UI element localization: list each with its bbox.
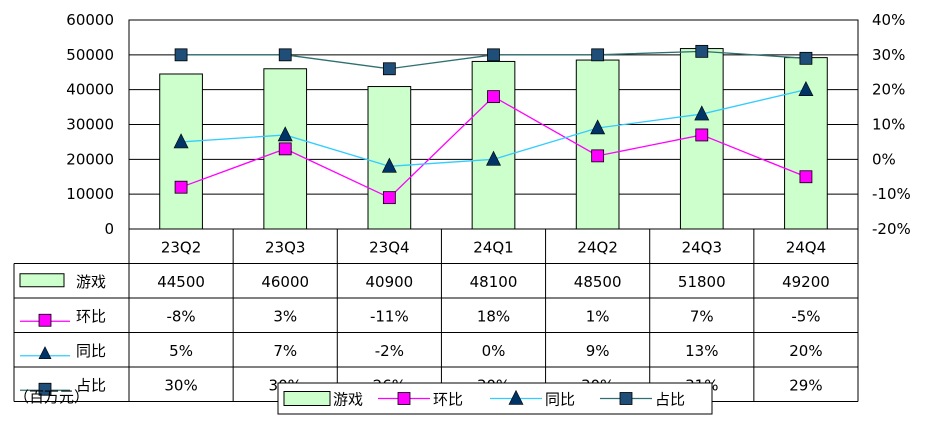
- zhanbi-marker: [591, 48, 605, 62]
- y2-tick-label: -10%: [872, 185, 911, 203]
- bar: [471, 60, 516, 230]
- tongbi-marker: [798, 80, 814, 96]
- table-cell: 7%: [690, 307, 714, 325]
- tongbi-marker: [173, 133, 189, 149]
- legend-key-marker: [508, 389, 524, 405]
- huanbi-marker: [695, 128, 709, 142]
- legend-key-marker: [397, 392, 411, 405]
- table-cell: 48100: [470, 273, 518, 291]
- tongbi-marker: [590, 119, 606, 135]
- huanbi-marker: [487, 90, 500, 104]
- row-label: 游戏: [76, 273, 106, 291]
- y2-tick-label: -20%: [872, 220, 911, 238]
- zhanbi-marker: [799, 51, 813, 65]
- zhanbi-marker: [174, 48, 188, 62]
- table-cell: 40900: [365, 273, 413, 291]
- table-cell: -5%: [791, 307, 820, 325]
- unit-note: （百万元）: [14, 388, 89, 406]
- table-cell: 3%: [273, 307, 297, 325]
- table-cell: 44500: [157, 273, 205, 291]
- category-label: 24Q3: [682, 238, 722, 256]
- row-label: 同比: [76, 342, 106, 360]
- table-cell: 29%: [789, 376, 822, 394]
- y2-tick-label: 10%: [872, 116, 905, 134]
- table-cell: 49200: [782, 273, 830, 291]
- row-key-bar: [19, 273, 65, 288]
- table-cell: 51800: [678, 273, 726, 291]
- y-tick-label: 30000: [66, 116, 114, 134]
- legend-key-marker: [619, 392, 633, 405]
- table-cell: 1%: [586, 307, 610, 325]
- table-cell: -8%: [166, 307, 195, 325]
- zhanbi-marker: [487, 48, 500, 62]
- table-cell: 20%: [789, 342, 822, 360]
- tongbi-marker: [381, 157, 397, 173]
- row-label: 环比: [76, 307, 106, 325]
- bar: [575, 59, 620, 230]
- plot-frame: [128, 19, 859, 230]
- y2-tick-label: 20%: [872, 81, 905, 99]
- row-key-marker: [38, 313, 52, 327]
- huanbi-marker: [278, 142, 292, 156]
- table-cell: 7%: [273, 342, 297, 360]
- y-tick-label: 40000: [66, 81, 114, 99]
- y-tick-label: 20000: [66, 150, 114, 168]
- category-label: 24Q2: [577, 238, 617, 256]
- table-cell: 30%: [164, 376, 197, 394]
- huanbi-marker: [591, 149, 605, 163]
- tongbi-marker: [486, 150, 501, 166]
- y2-tick-label: 0%: [872, 150, 896, 168]
- table-cell: 13%: [685, 342, 718, 360]
- bar: [159, 73, 203, 230]
- y-tick-label: 60000: [66, 11, 114, 29]
- category-label: 24Q1: [473, 238, 513, 256]
- zhanbi-marker: [382, 62, 396, 76]
- category-label: 23Q3: [265, 238, 305, 256]
- legend-label: 环比: [433, 391, 463, 409]
- zhanbi-marker: [695, 44, 709, 58]
- y2-tick-label: 30%: [872, 46, 905, 64]
- table-cell: -2%: [375, 342, 404, 360]
- table-cell: 18%: [477, 307, 510, 325]
- y-tick-label: 0: [104, 220, 114, 238]
- legend-label: 同比: [545, 391, 575, 409]
- category-label: 23Q4: [369, 238, 409, 256]
- row-label: 占比: [76, 376, 106, 394]
- table-cell: -11%: [370, 307, 409, 325]
- category-label: 24Q4: [786, 238, 826, 256]
- table-cell: 46000: [261, 273, 309, 291]
- table-cell: 5%: [169, 342, 193, 360]
- y-tick-label: 10000: [66, 185, 114, 203]
- row-key-marker: [38, 382, 52, 396]
- huanbi-marker: [382, 191, 396, 205]
- huanbi-marker: [174, 180, 188, 194]
- legend-key-bar: [283, 391, 331, 406]
- tongbi-marker: [277, 126, 293, 142]
- tongbi-marker: [694, 105, 710, 121]
- zhanbi-marker: [278, 48, 292, 62]
- category-label: 23Q2: [161, 238, 201, 256]
- y2-tick-label: 40%: [872, 11, 905, 29]
- table-cell: 48500: [574, 273, 622, 291]
- table-cell: 0%: [482, 342, 506, 360]
- huanbi-marker: [799, 170, 813, 184]
- legend-label: 占比: [655, 391, 685, 409]
- legend-label: 游戏: [333, 391, 363, 409]
- table-cell: 9%: [586, 342, 610, 360]
- y-tick-label: 50000: [66, 46, 114, 64]
- row-key-marker: [38, 346, 52, 360]
